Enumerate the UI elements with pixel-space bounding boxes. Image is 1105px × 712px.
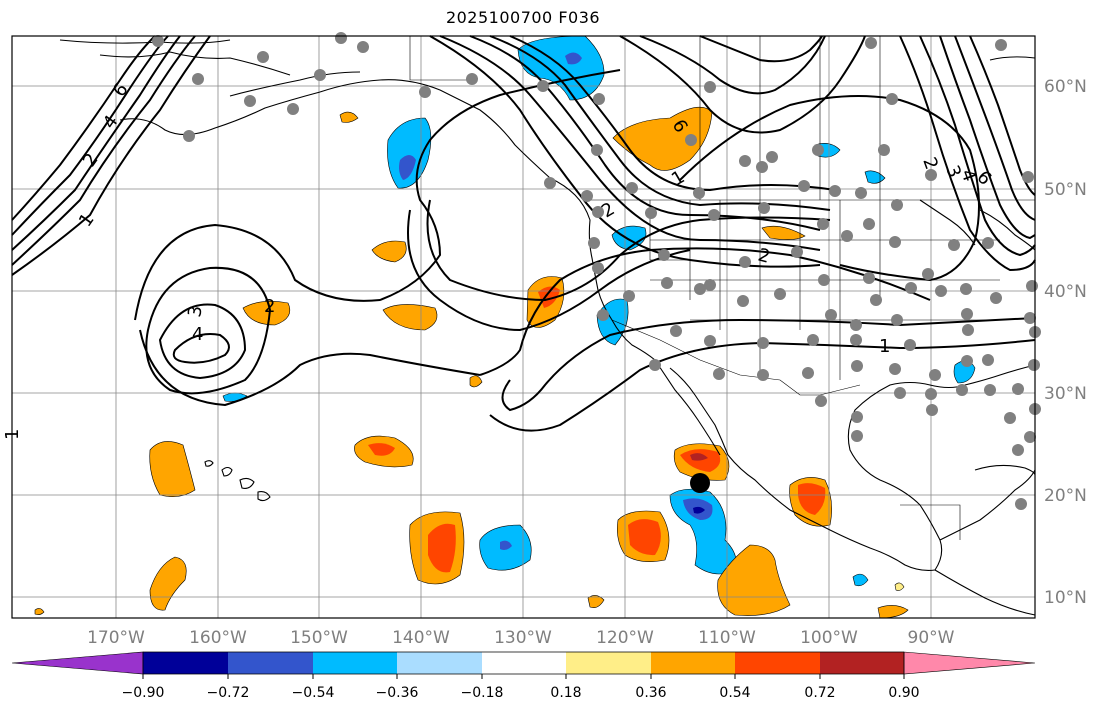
lat-label: 50°N <box>1044 180 1087 200</box>
fill-blue-mexico-pacific-navy <box>693 506 705 514</box>
fill-blue-caribbean <box>852 573 869 587</box>
colorbar-tick-label: 0.90 <box>888 685 919 701</box>
fill-orange-rockies <box>761 225 806 240</box>
lat-label: 20°N <box>1044 486 1087 506</box>
lat-label: 10°N <box>1044 588 1087 608</box>
colorbar-segment <box>397 652 482 674</box>
fill-blue-gulf-alaska-core <box>565 52 582 65</box>
lat-label: 30°N <box>1044 384 1087 404</box>
colorbar-tick-label: −0.18 <box>461 685 504 701</box>
colorbar-segment <box>651 652 735 674</box>
contour-label: 4 <box>192 324 203 345</box>
fill-orange-alberta <box>612 106 713 171</box>
colorbar-tick-label: 0.72 <box>804 685 835 701</box>
storm-center-marker <box>690 473 710 493</box>
lon-label: 90°W <box>908 628 955 648</box>
fill-red-mexico-south <box>798 483 826 515</box>
chart-title: 2025100700 F036 <box>445 8 601 27</box>
station-dots <box>152 32 1041 510</box>
colorbar-segment <box>313 652 397 674</box>
lon-label: 140°W <box>392 628 450 648</box>
colorbar-tick-label: −0.90 <box>122 685 165 701</box>
fill-orange-tropics-e <box>717 544 791 616</box>
fill-red-tropics-w <box>428 523 456 573</box>
colorbar: −0.90 −0.72 −0.54 −0.36 −0.18 0.18 0.36 … <box>11 651 1036 701</box>
colorbar-segment <box>903 651 1036 675</box>
lon-label: 130°W <box>494 628 552 648</box>
colorbar-tick-label: 0.54 <box>719 685 750 701</box>
map-border <box>11 35 1036 619</box>
lon-label: 160°W <box>189 628 247 648</box>
lat-label: 60°N <box>1044 77 1087 97</box>
lon-label: 110°W <box>698 628 756 648</box>
colorbar-tick-label: −0.54 <box>292 685 335 701</box>
fill-red-tropics-c <box>628 519 661 556</box>
lon-label: 170°W <box>87 628 145 648</box>
latitude-labels: 60°N 50°N 40°N 30°N 20°N 10°N <box>1044 77 1087 608</box>
colorbar-tick-label: −0.36 <box>376 685 419 701</box>
colorbar-segment <box>566 652 651 674</box>
colorbar-tick-label: −0.72 <box>207 685 250 701</box>
fill-blue-north-pacific-core <box>399 155 416 180</box>
fill-darkred-baja <box>690 453 708 461</box>
contour-label: 1 <box>879 336 890 357</box>
fill-red-off-california <box>538 286 560 308</box>
fill-orange-hi-ridge <box>242 301 291 326</box>
lon-label: 100°W <box>800 628 858 648</box>
colorbar-segment <box>11 651 144 675</box>
colorbar-segment <box>735 652 820 674</box>
fill-blue-tropical-pacific-core <box>500 540 512 550</box>
fill-orange-hawaii-w <box>149 441 196 497</box>
colorbar-segment <box>228 652 313 674</box>
contour-label: 2 <box>756 245 772 268</box>
longitude-labels: 170°W 160°W 150°W 140°W 130°W 120°W 110°… <box>87 628 955 648</box>
fill-red-hawaii-n <box>368 443 395 456</box>
fill-orange-central-pacific <box>371 240 407 263</box>
colorbar-segment <box>482 652 566 674</box>
fill-orange-tiny-1 <box>587 595 605 608</box>
lon-label: 150°W <box>290 628 348 648</box>
anomaly-fills <box>34 35 976 619</box>
fill-orange-mid-pacific <box>382 304 438 331</box>
fill-orange-mid-small <box>469 375 483 388</box>
contour-lines <box>11 35 1036 432</box>
colorbar-tick-label: 0.36 <box>635 685 666 701</box>
colorbar-tick-label: 0.18 <box>550 685 581 701</box>
lon-label: 120°W <box>596 628 654 648</box>
fill-yellow-tiny <box>894 582 905 591</box>
lat-label: 40°N <box>1044 282 1087 302</box>
map-background <box>12 36 1035 618</box>
contour-label: 2 <box>264 296 275 317</box>
fill-blue-north-pacific <box>387 117 432 189</box>
contour-label: 3 <box>184 304 207 319</box>
fill-red-baja <box>680 449 721 472</box>
colorbar-segment <box>820 652 904 674</box>
fill-orange-tiny-3 <box>34 608 45 615</box>
colorbar-segment <box>143 652 228 674</box>
fill-orange-wa-coast <box>339 111 359 123</box>
